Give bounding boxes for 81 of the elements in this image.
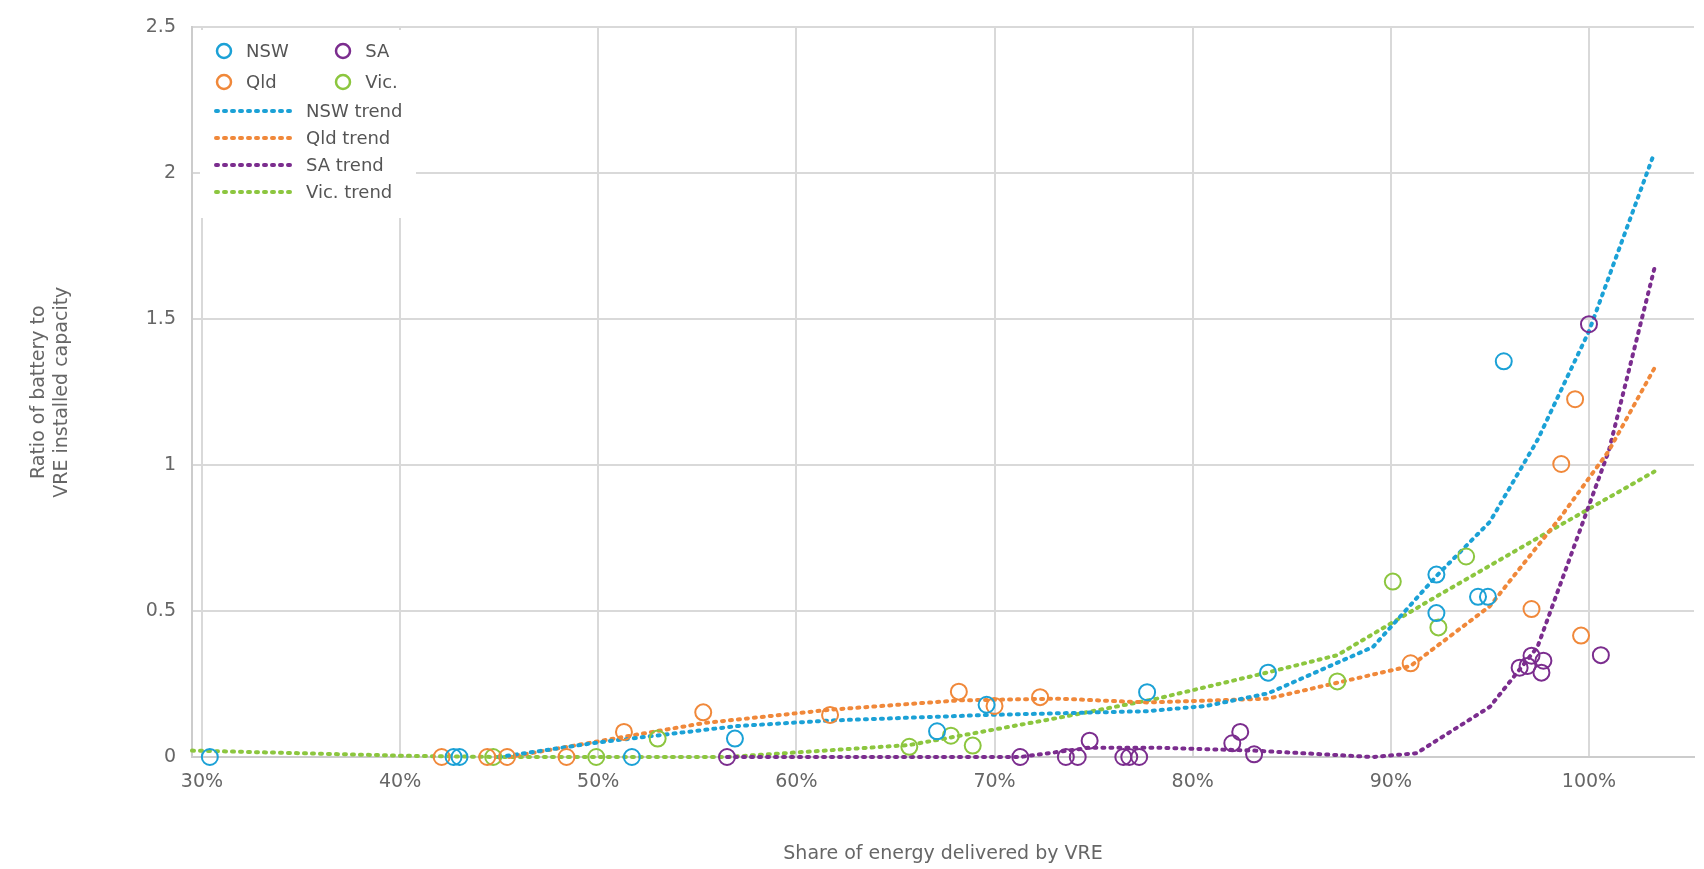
- legend-label: Qld: [246, 71, 277, 92]
- y-tick-label: 2.5: [145, 14, 176, 37]
- point: [718, 748, 737, 766]
- point: [1231, 722, 1250, 741]
- point: [821, 705, 840, 724]
- x-tick-label: 50%: [577, 769, 620, 792]
- point: [1401, 654, 1420, 673]
- point: [725, 729, 744, 748]
- point: [1532, 663, 1551, 682]
- point: [1469, 587, 1488, 606]
- point: [963, 736, 982, 755]
- point: [1518, 656, 1537, 675]
- x-tick-label: 30%: [180, 769, 224, 792]
- x-tick-label: 40%: [378, 769, 422, 792]
- y-axis-title: Ratio of battery to VRE installed capacity: [26, 286, 72, 498]
- point: [557, 748, 576, 766]
- point: [1080, 731, 1099, 750]
- x-tick-label: 70%: [973, 769, 1016, 792]
- point: [1114, 748, 1133, 766]
- point: [1478, 587, 1497, 606]
- y-tick-label: 0.5: [145, 598, 176, 621]
- point: [1427, 565, 1446, 584]
- point: [444, 748, 463, 766]
- y-tick-label: 1: [163, 452, 176, 475]
- point: [1223, 734, 1242, 753]
- point: [587, 748, 606, 766]
- point: [1138, 683, 1157, 702]
- legend-label: Vic.: [365, 71, 398, 92]
- legend-label: Vic. trend: [306, 181, 393, 202]
- point: [694, 703, 713, 722]
- point: [949, 682, 968, 701]
- point: [1383, 572, 1402, 591]
- point: [1591, 646, 1610, 665]
- legend-label: SA: [365, 40, 390, 61]
- point: [1429, 618, 1448, 637]
- point: [614, 722, 633, 741]
- x-tick-label: 80%: [1171, 769, 1214, 792]
- point: [1510, 658, 1529, 677]
- point: [1011, 748, 1030, 766]
- point: [450, 748, 469, 766]
- legend-label: NSW trend: [306, 100, 403, 121]
- point: [1494, 352, 1513, 371]
- x-tick-label: 60%: [775, 769, 818, 792]
- x-axis-title: Share of energy delivered by VRE: [783, 840, 1103, 863]
- legend-label: NSW: [246, 40, 289, 61]
- point: [1120, 748, 1139, 766]
- point: [1566, 390, 1585, 409]
- point: [1522, 600, 1541, 619]
- point: [941, 726, 960, 745]
- x-tick-label: 90%: [1369, 769, 1412, 792]
- point: [985, 696, 1004, 715]
- point: [622, 748, 641, 766]
- point: [478, 748, 497, 766]
- x-tick-label: 100%: [1561, 769, 1617, 792]
- legend-label: Qld trend: [306, 127, 391, 148]
- point: [648, 729, 667, 748]
- point: [900, 737, 919, 756]
- point: [1130, 748, 1149, 766]
- point: [432, 748, 451, 766]
- point: [1522, 646, 1541, 665]
- point: [1056, 748, 1075, 766]
- point: [1068, 748, 1087, 766]
- point: [1552, 454, 1571, 473]
- point: [200, 748, 219, 766]
- point: [498, 748, 517, 766]
- point: [1457, 547, 1476, 566]
- point: [977, 695, 996, 714]
- point: [1572, 626, 1591, 645]
- point: [1579, 315, 1598, 334]
- point: [484, 748, 503, 766]
- y-tick-label: 2: [163, 160, 176, 183]
- point: [1031, 688, 1050, 707]
- point: [1534, 651, 1553, 670]
- point: [928, 722, 947, 741]
- point: [1245, 745, 1264, 764]
- y-tick-label: 1.5: [145, 306, 176, 329]
- point: [1328, 672, 1347, 691]
- point: [1258, 663, 1277, 682]
- legend-label: SA trend: [306, 154, 384, 175]
- point: [1427, 604, 1446, 623]
- y-tick-label: 0: [163, 743, 176, 766]
